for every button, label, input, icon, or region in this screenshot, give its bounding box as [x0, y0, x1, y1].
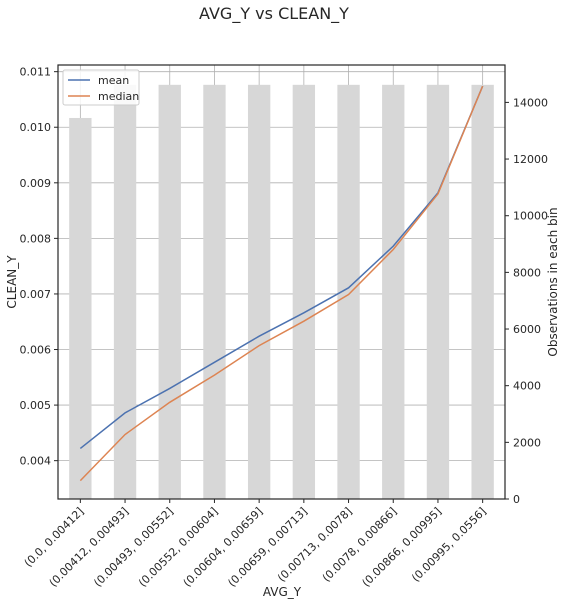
observation-bar — [337, 84, 360, 499]
y-axis-label: CLEAN_Y — [5, 255, 19, 309]
observation-bar — [158, 84, 181, 499]
median-line — [79, 85, 484, 482]
y2-axis-label: Observations in each bin — [546, 207, 560, 356]
x-tick-label: (0.00493, 0.00552] — [91, 505, 176, 590]
y2-tick-label: 2000 — [513, 436, 541, 449]
observation-bar — [292, 84, 316, 499]
x-tick-label: (0.00412, 0.00493] — [47, 505, 132, 590]
observation-bar — [426, 84, 450, 499]
chart-title: AVG_Y vs CLEAN_Y — [199, 4, 349, 24]
x-tick-label: (0.00659, 0.00713] — [225, 505, 310, 590]
y-tick-label: 0.005 — [20, 399, 52, 412]
y2-tick-label: 6000 — [513, 323, 541, 336]
observation-bar — [471, 84, 494, 499]
legend-label-mean: mean — [98, 74, 129, 87]
x-tick-label: (0.00866, 0.00995] — [360, 505, 445, 590]
y2-tick-label: 8000 — [513, 266, 541, 279]
y-tick-label: 0.008 — [20, 232, 52, 245]
x-tick-label: (0.00713, 0.0078] — [275, 505, 355, 585]
legend: mean median — [62, 69, 140, 106]
observation-bar — [113, 84, 137, 499]
plot-area: 0.004 0.005 0.006 0.007 0.008 0.009 0.010 0.011… — [20, 64, 548, 590]
x-axis-label: AVG_Y — [263, 585, 302, 599]
y2-tick-label: 12000 — [513, 153, 548, 166]
x-tick-label: (0.0078, 0.00866] — [320, 505, 400, 585]
x-tick-label: (0.00604, 0.00659] — [181, 505, 266, 590]
y-tick-label: 0.007 — [20, 288, 52, 301]
observation-bar — [203, 84, 226, 499]
x-tick-label: (0.00995, 0.0556] — [409, 505, 489, 585]
observation-bar — [69, 117, 92, 500]
y-tick-label: 0.004 — [20, 455, 52, 468]
y2-tick-label: 14000 — [513, 96, 548, 109]
observation-bar — [382, 84, 405, 499]
y2-tick-label: 4000 — [513, 380, 541, 393]
mean-line — [79, 85, 484, 450]
y-tick-label: 0.009 — [20, 177, 52, 190]
observation-bar — [247, 84, 271, 499]
y2-tick-label: 10000 — [513, 210, 548, 223]
plot-frame — [57, 64, 506, 500]
x-tick-label: (0.00552, 0.00604] — [136, 505, 221, 590]
legend-label-median: median — [98, 90, 139, 103]
y2-tick-label: 0 — [513, 493, 520, 506]
y-tick-label: 0.010 — [20, 121, 52, 134]
y-tick-label: 0.011 — [20, 66, 52, 79]
y-tick-label: 0.006 — [20, 344, 52, 357]
